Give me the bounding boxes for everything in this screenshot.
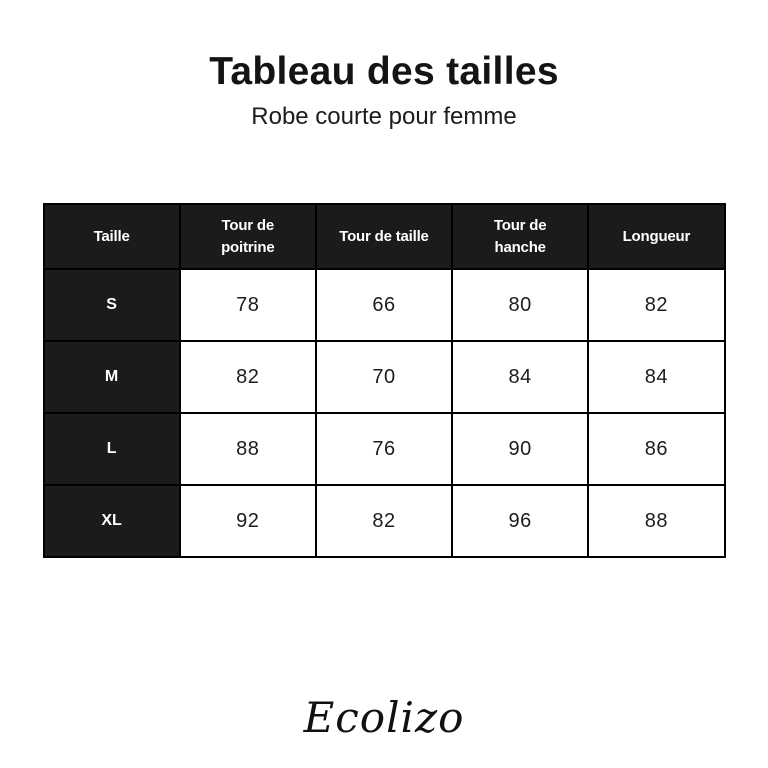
table-cell: 70 (314, 340, 454, 414)
table-row-xl: XL 92 82 96 88 (42, 484, 726, 558)
table-cell: 92 (178, 484, 317, 558)
table-cell: 86 (587, 412, 726, 486)
header-row: Taille Tour de poitrine Tour de taille T… (42, 203, 726, 270)
column-header-tour-de-poitrine: Tour de poitrine (178, 203, 317, 270)
size-label: S (42, 268, 181, 342)
size-table-header: Taille Tour de poitrine Tour de taille T… (42, 203, 726, 270)
table-cell: 80 (451, 268, 590, 342)
column-header-longueur: Longueur (587, 203, 726, 270)
size-label: XL (42, 484, 181, 558)
column-header-taille: Taille (42, 203, 181, 270)
page-subtitle: Robe courte pour femme (251, 103, 517, 130)
table-cell: 76 (314, 412, 454, 486)
size-table: Taille Tour de poitrine Tour de taille T… (42, 203, 726, 558)
table-cell: 82 (178, 340, 317, 414)
table-cell: 88 (178, 412, 317, 486)
table-row-s: S 78 66 80 82 (42, 268, 726, 342)
page-title: Tableau des tailles (209, 50, 559, 93)
size-label: L (42, 412, 181, 486)
table-cell: 82 (587, 268, 726, 342)
size-label: M (42, 340, 181, 414)
table-row-m: M 82 70 84 84 (42, 340, 726, 414)
table-cell: 90 (451, 412, 590, 486)
table-cell: 82 (314, 484, 454, 558)
column-header-tour-de-hanche: Tour de hanche (451, 203, 590, 270)
brand-logo: Ecolizo (303, 693, 465, 742)
table-cell: 66 (314, 268, 454, 342)
size-table-body: S 78 66 80 82 M 82 70 84 84 L 88 76 90 8… (42, 268, 726, 558)
table-cell: 78 (178, 268, 317, 342)
table-cell: 84 (587, 340, 726, 414)
table-cell: 88 (587, 484, 726, 558)
table-cell: 84 (451, 340, 590, 414)
table-cell: 96 (451, 484, 590, 558)
column-header-tour-de-taille: Tour de taille (314, 203, 454, 270)
table-row-l: L 88 76 90 86 (42, 412, 726, 486)
